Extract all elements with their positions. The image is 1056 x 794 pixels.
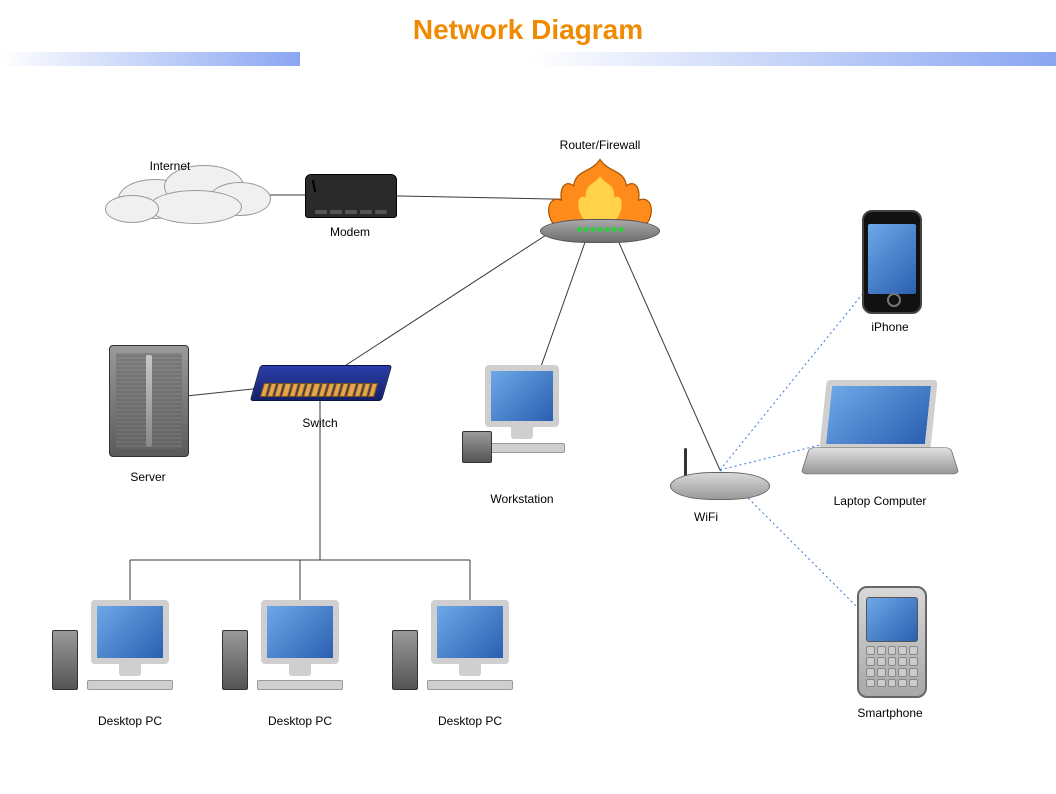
node-workstation: Workstation xyxy=(462,365,582,475)
node-pc2: Desktop PC xyxy=(240,600,360,700)
node-label-pc2: Desktop PC xyxy=(268,714,332,728)
node-label-switch: Switch xyxy=(302,416,337,430)
node-label-internet: Internet xyxy=(150,159,191,173)
node-firewall: Router/Firewall xyxy=(540,157,660,243)
node-smartphone: Smartphone xyxy=(857,586,923,694)
node-pc3: Desktop PC xyxy=(410,600,530,700)
node-switch: Switch xyxy=(255,365,385,399)
page-title: Network Diagram xyxy=(0,14,1056,46)
node-server: Server xyxy=(109,345,187,455)
node-label-firewall: Router/Firewall xyxy=(560,138,641,152)
node-wifi: WiFi xyxy=(670,440,770,500)
diagram-canvas: Network Diagram Internet Modem Router/Fire… xyxy=(0,0,1056,794)
node-label-workstation: Workstation xyxy=(490,492,553,506)
node-label-iphone: iPhone xyxy=(871,320,908,334)
node-label-pc1: Desktop PC xyxy=(98,714,162,728)
node-label-server: Server xyxy=(130,470,165,484)
header-gradient-right xyxy=(530,52,1056,66)
node-label-smartphone: Smartphone xyxy=(857,706,922,720)
node-iphone: iPhone xyxy=(862,210,918,310)
node-label-wifi: WiFi xyxy=(694,510,718,524)
node-label-laptop: Laptop Computer xyxy=(834,494,927,508)
node-label-modem: Modem xyxy=(330,225,370,239)
header-gradient-left xyxy=(0,52,300,66)
node-label-pc3: Desktop PC xyxy=(438,714,502,728)
node-modem: Modem xyxy=(305,174,395,216)
node-pc1: Desktop PC xyxy=(70,600,190,700)
node-laptop: Laptop Computer xyxy=(805,380,955,480)
node-internet: Internet xyxy=(105,155,235,235)
